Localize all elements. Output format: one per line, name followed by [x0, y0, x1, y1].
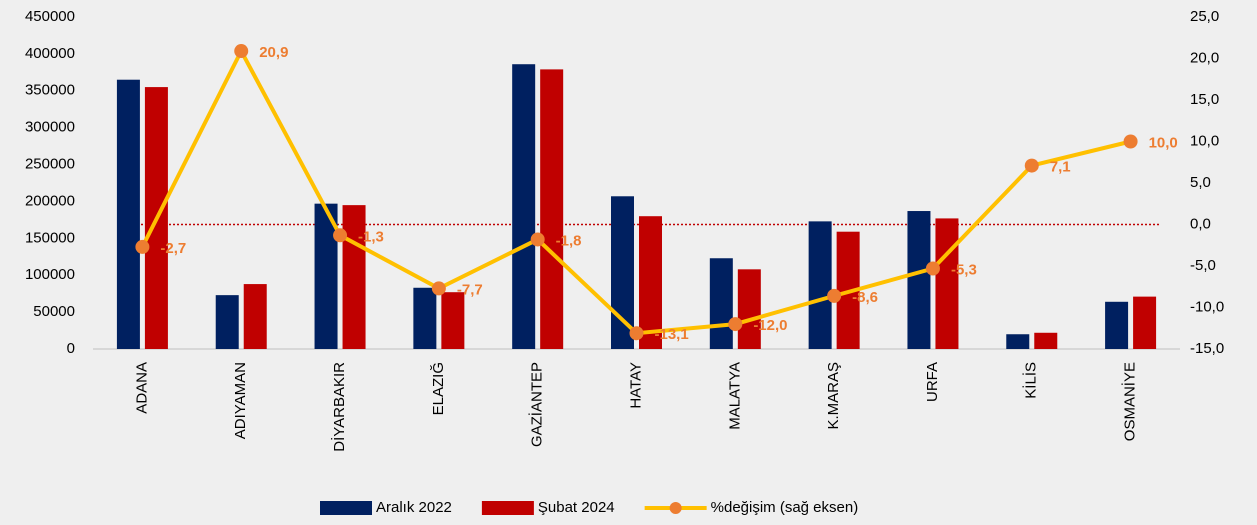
marker — [1024, 158, 1039, 173]
bar — [1105, 301, 1129, 349]
marker — [1123, 134, 1138, 149]
bar — [737, 269, 761, 349]
value-label: -7,7 — [457, 281, 483, 298]
value-label: -1,8 — [556, 232, 582, 249]
y-tick-label: 450000 — [25, 8, 75, 25]
bar — [1133, 296, 1157, 349]
bar — [935, 218, 959, 349]
y2-tick-label: 20,0 — [1190, 49, 1219, 66]
y2-tick-label: -10,0 — [1190, 298, 1224, 315]
y2-tick-label: 0,0 — [1190, 215, 1211, 232]
y-tick-label: 200000 — [25, 192, 75, 209]
marker — [333, 228, 348, 243]
y2-tick-label: -15,0 — [1190, 340, 1224, 357]
marker — [629, 326, 644, 341]
bar — [808, 221, 832, 349]
x-tick-label: DİYARBAKIR — [330, 362, 348, 452]
bar — [413, 287, 437, 349]
y2-tick-label: 25,0 — [1190, 8, 1219, 25]
x-tick-label: ADANA — [133, 362, 150, 414]
y-tick-label: 100000 — [25, 266, 75, 283]
marker — [530, 232, 545, 247]
y-tick-label: 0 — [67, 340, 75, 357]
x-tick-label: URFA — [924, 362, 941, 402]
x-tick-label: ADIYAMAN — [232, 362, 249, 439]
legend-label: Aralık 2022 — [376, 499, 452, 516]
marker — [925, 261, 940, 276]
value-label: -1,3 — [358, 228, 384, 245]
y-tick-label: 300000 — [25, 119, 75, 136]
marker — [135, 239, 150, 254]
marker — [431, 281, 446, 296]
value-label: -13,1 — [655, 326, 689, 343]
marker — [234, 44, 249, 59]
bar — [314, 203, 338, 349]
x-tick-label: K.MARAŞ — [825, 362, 842, 430]
value-label: 7,1 — [1050, 159, 1071, 176]
bar — [215, 295, 239, 349]
x-tick-label: GAZİANTEP — [528, 362, 546, 447]
bar — [441, 292, 465, 349]
marker — [827, 288, 842, 303]
x-tick-label: KİLİS — [1022, 362, 1040, 399]
bar — [1006, 334, 1030, 349]
bar — [709, 258, 733, 349]
x-tick-label: OSMANİYE — [1121, 362, 1139, 441]
value-label: 20,9 — [259, 44, 288, 61]
value-label: -5,3 — [951, 261, 977, 278]
bar — [243, 284, 267, 349]
legend-label: %değişim (sağ eksen) — [711, 499, 859, 516]
x-tick-label: HATAY — [627, 362, 644, 409]
y-tick-label: 350000 — [25, 82, 75, 99]
line — [140, 46, 1132, 336]
y-tick-label: 50000 — [33, 303, 75, 320]
x-tick-label: MALATYA — [726, 362, 743, 430]
y2-tick-label: -5,0 — [1190, 257, 1216, 274]
value-label: 10,0 — [1149, 134, 1178, 151]
y-tick-label: 150000 — [25, 229, 75, 246]
bar — [116, 79, 140, 349]
bar — [1034, 332, 1058, 349]
bar — [907, 211, 931, 349]
y-tick-label: 400000 — [25, 45, 75, 62]
value-label: -2,7 — [160, 240, 186, 257]
bar — [342, 205, 366, 349]
legend-swatch — [320, 501, 372, 515]
legend-marker — [669, 502, 682, 514]
marker — [728, 317, 743, 332]
legend-swatch — [481, 501, 534, 515]
bar — [512, 64, 536, 350]
y2-tick-label: 5,0 — [1190, 174, 1211, 191]
y-tick-label: 250000 — [25, 156, 75, 173]
bar — [611, 196, 634, 349]
legend-label: Şubat 2024 — [538, 499, 615, 516]
bar — [540, 69, 564, 349]
value-label: -12,0 — [753, 317, 787, 334]
value-label: -8,6 — [852, 289, 878, 306]
y2-tick-label: 10,0 — [1190, 132, 1219, 149]
y2-tick-label: 15,0 — [1190, 91, 1219, 108]
bar — [639, 216, 662, 349]
x-tick-label: ELAZIĞ — [430, 362, 447, 415]
